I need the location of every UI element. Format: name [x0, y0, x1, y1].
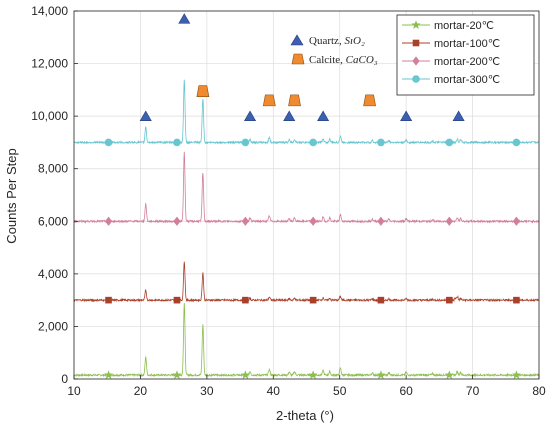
- x-axis-title: 2-theta (°): [276, 408, 334, 423]
- series-marker: [445, 216, 453, 226]
- series-marker: [241, 216, 249, 226]
- y-tick-label: 12,000: [31, 57, 68, 71]
- quartz-marker: [400, 110, 413, 121]
- x-tick-label: 50: [333, 384, 347, 398]
- calcite-marker: [262, 94, 276, 107]
- series-marker: [444, 370, 454, 379]
- series-line: [73, 79, 540, 145]
- series-marker: [105, 296, 112, 304]
- series-marker: [309, 216, 317, 226]
- series-marker: [103, 370, 114, 379]
- legend-label: mortar-300℃: [434, 74, 500, 86]
- quartz-triangle-icon: [290, 34, 304, 46]
- legend: mortar-20℃ mortar-100℃ mortar-200℃ mortar-3…: [396, 14, 535, 96]
- series-marker: [309, 296, 317, 304]
- quartz-label: Quartz, SıO₂: [309, 35, 365, 47]
- series-marker: [376, 370, 386, 379]
- series-marker: [240, 370, 250, 379]
- series-layer: [73, 79, 540, 379]
- series-marker: [445, 138, 454, 147]
- series-marker: [104, 138, 113, 147]
- series-marker: [173, 296, 181, 304]
- y-tick-label: 6,000: [38, 214, 68, 228]
- series-4: [73, 79, 540, 147]
- legend-label: mortar-200℃: [434, 56, 500, 68]
- quartz-marker: [317, 110, 330, 121]
- series-marker: [104, 216, 113, 226]
- x-tick-label: 60: [399, 384, 413, 398]
- legend-entry: mortar-20℃: [402, 20, 494, 32]
- x-tick-label: 20: [134, 384, 148, 398]
- x-tick-label: 40: [267, 384, 281, 398]
- legend-entry: mortar-100℃: [402, 38, 500, 50]
- y-tick-label: 10,000: [31, 109, 68, 123]
- legend-marker: [412, 39, 420, 47]
- legend-marker: [411, 20, 421, 29]
- series-line: [73, 151, 540, 224]
- legend-box: [396, 14, 535, 96]
- legend-label: mortar-20℃: [434, 20, 494, 32]
- phase-markers: [139, 13, 465, 121]
- series-marker: [241, 138, 250, 147]
- series-marker: [513, 296, 520, 304]
- y-tick-label: 4,000: [38, 267, 68, 281]
- phase-quartz: [139, 13, 465, 121]
- x-tick-labels: 10 20 30 40 50 60 70 80: [67, 384, 546, 398]
- series-2: [73, 261, 540, 304]
- calcite-marker: [363, 94, 376, 107]
- series-marker: [512, 138, 521, 147]
- series-marker: [511, 370, 521, 379]
- calcite-marker: [288, 94, 301, 107]
- legend-label: mortar-100℃: [434, 38, 500, 50]
- y-tick-label: 14,000: [31, 4, 68, 18]
- quartz-marker: [178, 13, 191, 24]
- calcite-label: Calcite, CaCO₃: [309, 54, 378, 66]
- series-1: [73, 302, 540, 379]
- plot-frame: [73, 10, 540, 380]
- y-tick-labels: 0 2,000 4,000 6,000 8,000 10,000 12,000 14,000: [31, 4, 68, 386]
- series-3: [73, 151, 540, 226]
- axes: [73, 10, 540, 380]
- series-marker: [377, 216, 385, 226]
- x-tick-label: 30: [200, 384, 214, 398]
- calcite-marker: [196, 85, 210, 97]
- quartz-marker: [244, 110, 257, 121]
- series-line: [73, 302, 540, 378]
- y-tick-label: 0: [61, 372, 68, 386]
- quartz-marker: [139, 110, 152, 121]
- series-marker: [308, 370, 318, 379]
- x-tick-label: 80: [532, 384, 546, 398]
- y-axis-title: Counts Per Step: [4, 148, 19, 243]
- legend-entry: mortar-200℃: [402, 56, 500, 68]
- series-marker: [512, 216, 521, 226]
- quartz-marker: [452, 110, 465, 121]
- y-tick-label: 8,000: [38, 162, 68, 176]
- series-marker: [173, 138, 181, 147]
- x-tick-label: 70: [466, 384, 480, 398]
- phase-calcite: [196, 85, 376, 107]
- series-line: [73, 261, 540, 303]
- series-marker: [377, 296, 385, 304]
- calcite-trapezoid-icon: [291, 53, 305, 65]
- phase-annotation: Quartz, SıO₂ Calcite, CaCO₃: [290, 34, 378, 66]
- y-tick-label: 2,000: [38, 319, 68, 333]
- x-tick-label: 10: [67, 384, 81, 398]
- quartz-marker: [283, 110, 296, 121]
- series-marker: [309, 138, 317, 147]
- series-marker: [377, 138, 385, 147]
- legend-marker: [412, 75, 420, 83]
- legend-marker: [412, 56, 420, 66]
- legend-entry: mortar-300℃: [402, 74, 500, 86]
- series-marker: [172, 370, 182, 379]
- series-marker: [173, 216, 181, 226]
- series-marker: [242, 296, 249, 304]
- series-marker: [446, 296, 453, 304]
